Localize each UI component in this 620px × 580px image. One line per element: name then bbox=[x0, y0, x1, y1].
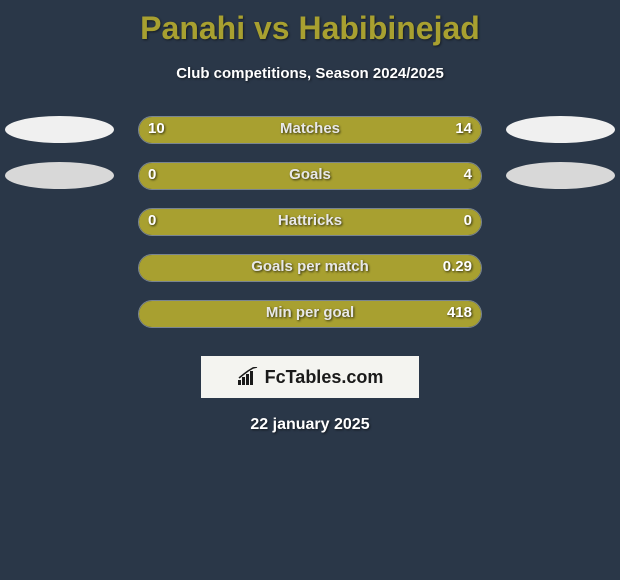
stat-value-right: 0 bbox=[464, 212, 472, 229]
stat-label: Min per goal bbox=[0, 304, 620, 321]
stat-value-right: 4 bbox=[464, 166, 472, 183]
date-label: 22 january 2025 bbox=[0, 416, 620, 434]
stat-value-right: 418 bbox=[447, 304, 472, 321]
player-right-marker bbox=[506, 116, 615, 143]
stat-value-right: 0.29 bbox=[443, 258, 472, 275]
player-right-marker bbox=[506, 162, 615, 189]
stat-label: Goals per match bbox=[0, 258, 620, 275]
page-subtitle: Club competitions, Season 2024/2025 bbox=[0, 65, 620, 82]
brand-text: FcTables.com bbox=[265, 367, 384, 388]
brand-badge: FcTables.com bbox=[201, 356, 419, 398]
stats-rows: 10 Matches 14 0 Goals 4 0 Hattricks 0 Go… bbox=[0, 112, 620, 342]
stat-value-right: 14 bbox=[455, 120, 472, 137]
stat-row: Min per goal 418 bbox=[0, 296, 620, 342]
stat-row: 0 Goals 4 bbox=[0, 158, 620, 204]
chart-icon bbox=[237, 367, 259, 387]
stat-row: 10 Matches 14 bbox=[0, 112, 620, 158]
page-title: Panahi vs Habibinejad bbox=[0, 0, 620, 47]
stat-row: 0 Hattricks 0 bbox=[0, 204, 620, 250]
stat-label: Hattricks bbox=[0, 212, 620, 229]
stat-row: Goals per match 0.29 bbox=[0, 250, 620, 296]
